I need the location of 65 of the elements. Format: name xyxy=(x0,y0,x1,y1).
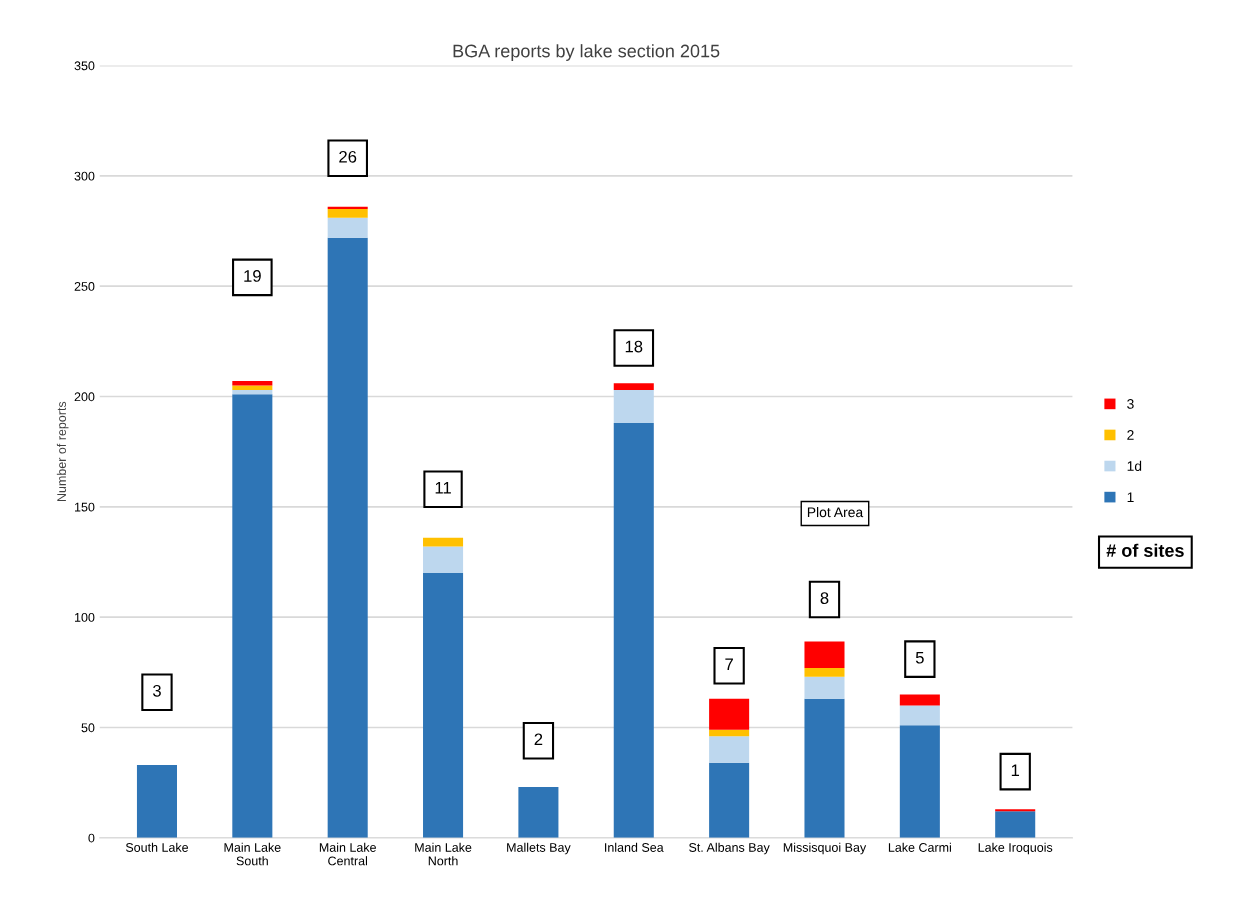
y-tick-label: 300 xyxy=(74,171,95,181)
bar xyxy=(804,676,845,699)
bar xyxy=(709,736,750,763)
y-tick-label: 150 xyxy=(75,502,95,512)
y-tick-label: 200 xyxy=(74,392,95,402)
x-tick-label: Missisquoi Bay xyxy=(783,842,867,855)
bar xyxy=(709,762,750,838)
bar xyxy=(423,546,464,574)
bar xyxy=(995,809,1036,812)
bar xyxy=(327,206,368,209)
legend-label: 3 xyxy=(1127,399,1134,409)
y-axis-title: Number of reports xyxy=(56,401,69,502)
bar xyxy=(232,381,273,386)
annotation: 8 xyxy=(820,592,829,604)
x-tick-label: St. Albans Bay xyxy=(689,842,770,855)
bar xyxy=(327,237,368,838)
bar xyxy=(232,394,273,838)
legend-label: 1d xyxy=(1127,460,1142,471)
bar xyxy=(899,705,940,726)
bar xyxy=(804,698,845,838)
chart-title: BGA reports by lake section 2015 xyxy=(453,44,720,61)
x-tick-label: Main Lake South xyxy=(224,842,281,866)
x-tick-label: South Lake xyxy=(125,842,189,852)
bar xyxy=(995,811,1036,838)
x-tick-label: Main Lake Central xyxy=(319,842,376,866)
bar xyxy=(518,787,559,838)
bar xyxy=(613,423,654,838)
bar xyxy=(899,694,940,706)
y-tick-label: 250 xyxy=(74,282,95,291)
bar xyxy=(327,217,368,238)
annotation: 3 xyxy=(152,684,161,697)
annotation: 1 xyxy=(1011,764,1020,776)
annotation: 7 xyxy=(725,658,733,671)
bar xyxy=(613,383,654,390)
annotation: 5 xyxy=(915,651,924,664)
x-tick-label: Inland Sea xyxy=(605,842,664,852)
text: # of sites xyxy=(1106,543,1184,557)
bar xyxy=(423,537,464,547)
annotation: 19 xyxy=(244,270,261,282)
bar xyxy=(899,725,940,838)
x-tick-label: Main Lake North xyxy=(415,842,472,866)
legend-label: 1 xyxy=(1127,492,1134,502)
x-tick-label: Lake Carmi xyxy=(888,842,951,852)
y-tick-label: 100 xyxy=(75,612,95,622)
annotation: 26 xyxy=(339,150,357,163)
annotation: Plot Area xyxy=(807,507,864,518)
legend-label: 2 xyxy=(1127,430,1134,440)
y-tick-label: 50 xyxy=(81,723,95,733)
bar xyxy=(804,667,845,677)
x-tick-label: Lake Iroquois xyxy=(978,842,1053,855)
bar xyxy=(613,389,654,424)
bar xyxy=(804,641,845,668)
bar xyxy=(709,729,750,737)
annotation: 18 xyxy=(625,340,643,353)
bar xyxy=(709,698,750,730)
bar xyxy=(327,208,368,218)
bar xyxy=(136,765,177,838)
bar xyxy=(423,573,464,838)
annotation: 2 xyxy=(534,733,543,746)
y-tick-label: 0 xyxy=(88,833,95,843)
y-tick-label: 350 xyxy=(74,61,95,71)
annotation: 11 xyxy=(435,482,451,494)
bar xyxy=(232,385,273,390)
x-tick-label: Mallets Bay xyxy=(507,842,571,855)
bar xyxy=(232,389,273,395)
